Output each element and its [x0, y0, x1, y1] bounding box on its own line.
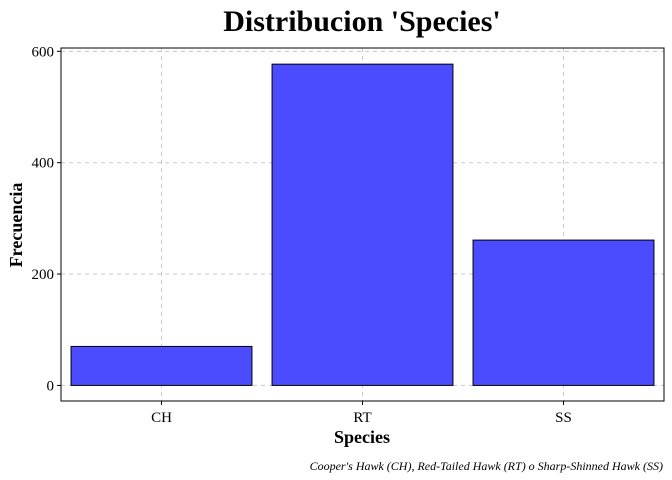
y-tick-label: 600 — [32, 44, 55, 60]
y-tick-label: 0 — [47, 378, 55, 394]
y-tick-label: 200 — [32, 267, 55, 283]
x-axis-ticks: CH RT SS — [151, 401, 572, 426]
y-tick-label: 400 — [32, 156, 55, 172]
bar-rt — [271, 63, 454, 386]
chart-title: Distribucion 'Species' — [223, 5, 501, 38]
y-axis-ticks: 0 200 400 600 — [32, 44, 61, 394]
chart-caption: Cooper's Hawk (CH), Red-Tailed Hawk (RT)… — [310, 459, 663, 473]
bar-ss — [472, 239, 655, 386]
x-axis-title: Species — [334, 427, 390, 447]
x-tick-label: CH — [151, 410, 172, 426]
bar-layer — [70, 63, 655, 386]
x-tick-label: SS — [555, 410, 572, 426]
bar-ch — [70, 345, 253, 386]
y-axis-title: Frecuencia — [6, 183, 26, 268]
x-tick-label: RT — [353, 410, 371, 426]
